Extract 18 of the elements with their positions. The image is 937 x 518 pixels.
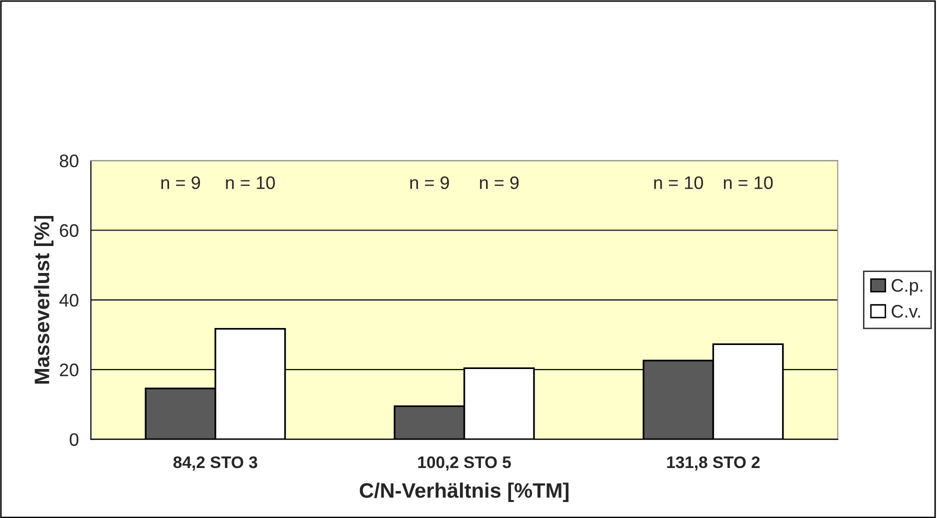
- annotation: n = 10: [654, 176, 704, 190]
- x-tick-label: 84,2 STO 3: [173, 456, 258, 471]
- annotation: n = 10: [724, 176, 773, 190]
- y-tick-label: 80: [60, 154, 78, 168]
- y-tick-label: 0: [70, 433, 78, 446]
- y-tick-label: 20: [60, 364, 78, 376]
- y-axis-title: Masseverlust [%]: [34, 216, 54, 384]
- y-tick-label: 60: [60, 224, 78, 237]
- legend-label: C.v.: [892, 304, 920, 318]
- annotation: n = 9: [410, 176, 449, 190]
- legend-label: C.p.: [892, 279, 922, 296]
- x-axis-title: C/N-Verhältnis [%TM]: [360, 482, 568, 502]
- annotation: n = 9: [480, 176, 519, 190]
- x-tick-label: 131,8 STO 2: [667, 456, 760, 471]
- annotation: n = 9: [161, 176, 200, 190]
- x-tick-label: 100,2 STO 5: [418, 456, 511, 471]
- annotation: n = 10: [226, 176, 275, 190]
- y-tick-label: 40: [59, 294, 78, 307]
